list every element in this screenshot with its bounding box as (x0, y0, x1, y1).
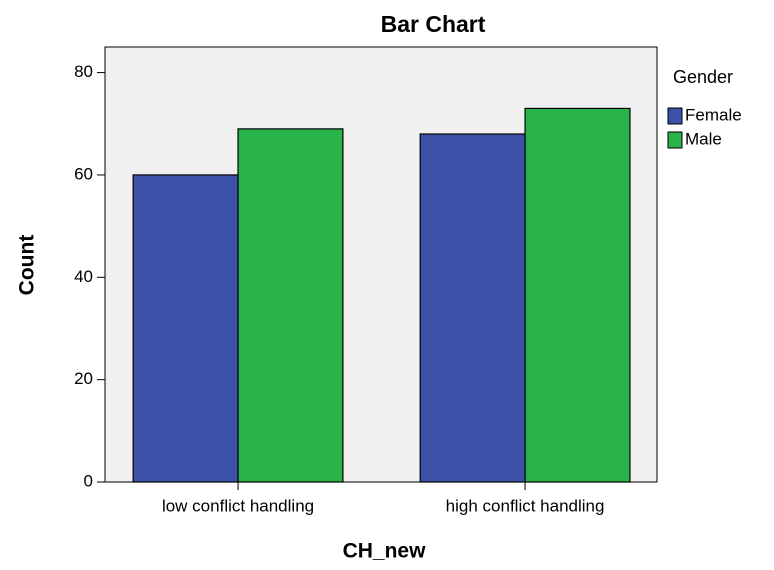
y-tick-label: 60 (74, 164, 93, 183)
y-tick-label: 0 (84, 471, 93, 490)
x-tick-label: high conflict handling (446, 496, 605, 515)
bar (132, 174, 239, 483)
x-tick-label: low conflict handling (162, 496, 314, 515)
chart-title: Bar Chart (381, 11, 486, 37)
legend-swatch (667, 107, 683, 125)
y-axis-label: Count (16, 235, 39, 296)
legend-swatch (667, 131, 683, 149)
bar (419, 133, 526, 483)
bar (524, 107, 631, 483)
y-tick-label: 20 (74, 369, 93, 388)
legend-label: Female (685, 105, 742, 124)
y-tick-label: 40 (74, 267, 93, 286)
legend-title: Gender (673, 67, 733, 87)
bar (237, 128, 344, 483)
legend-label: Male (685, 129, 722, 148)
x-axis-label: CH_new (343, 540, 427, 563)
y-tick-label: 80 (74, 62, 93, 81)
